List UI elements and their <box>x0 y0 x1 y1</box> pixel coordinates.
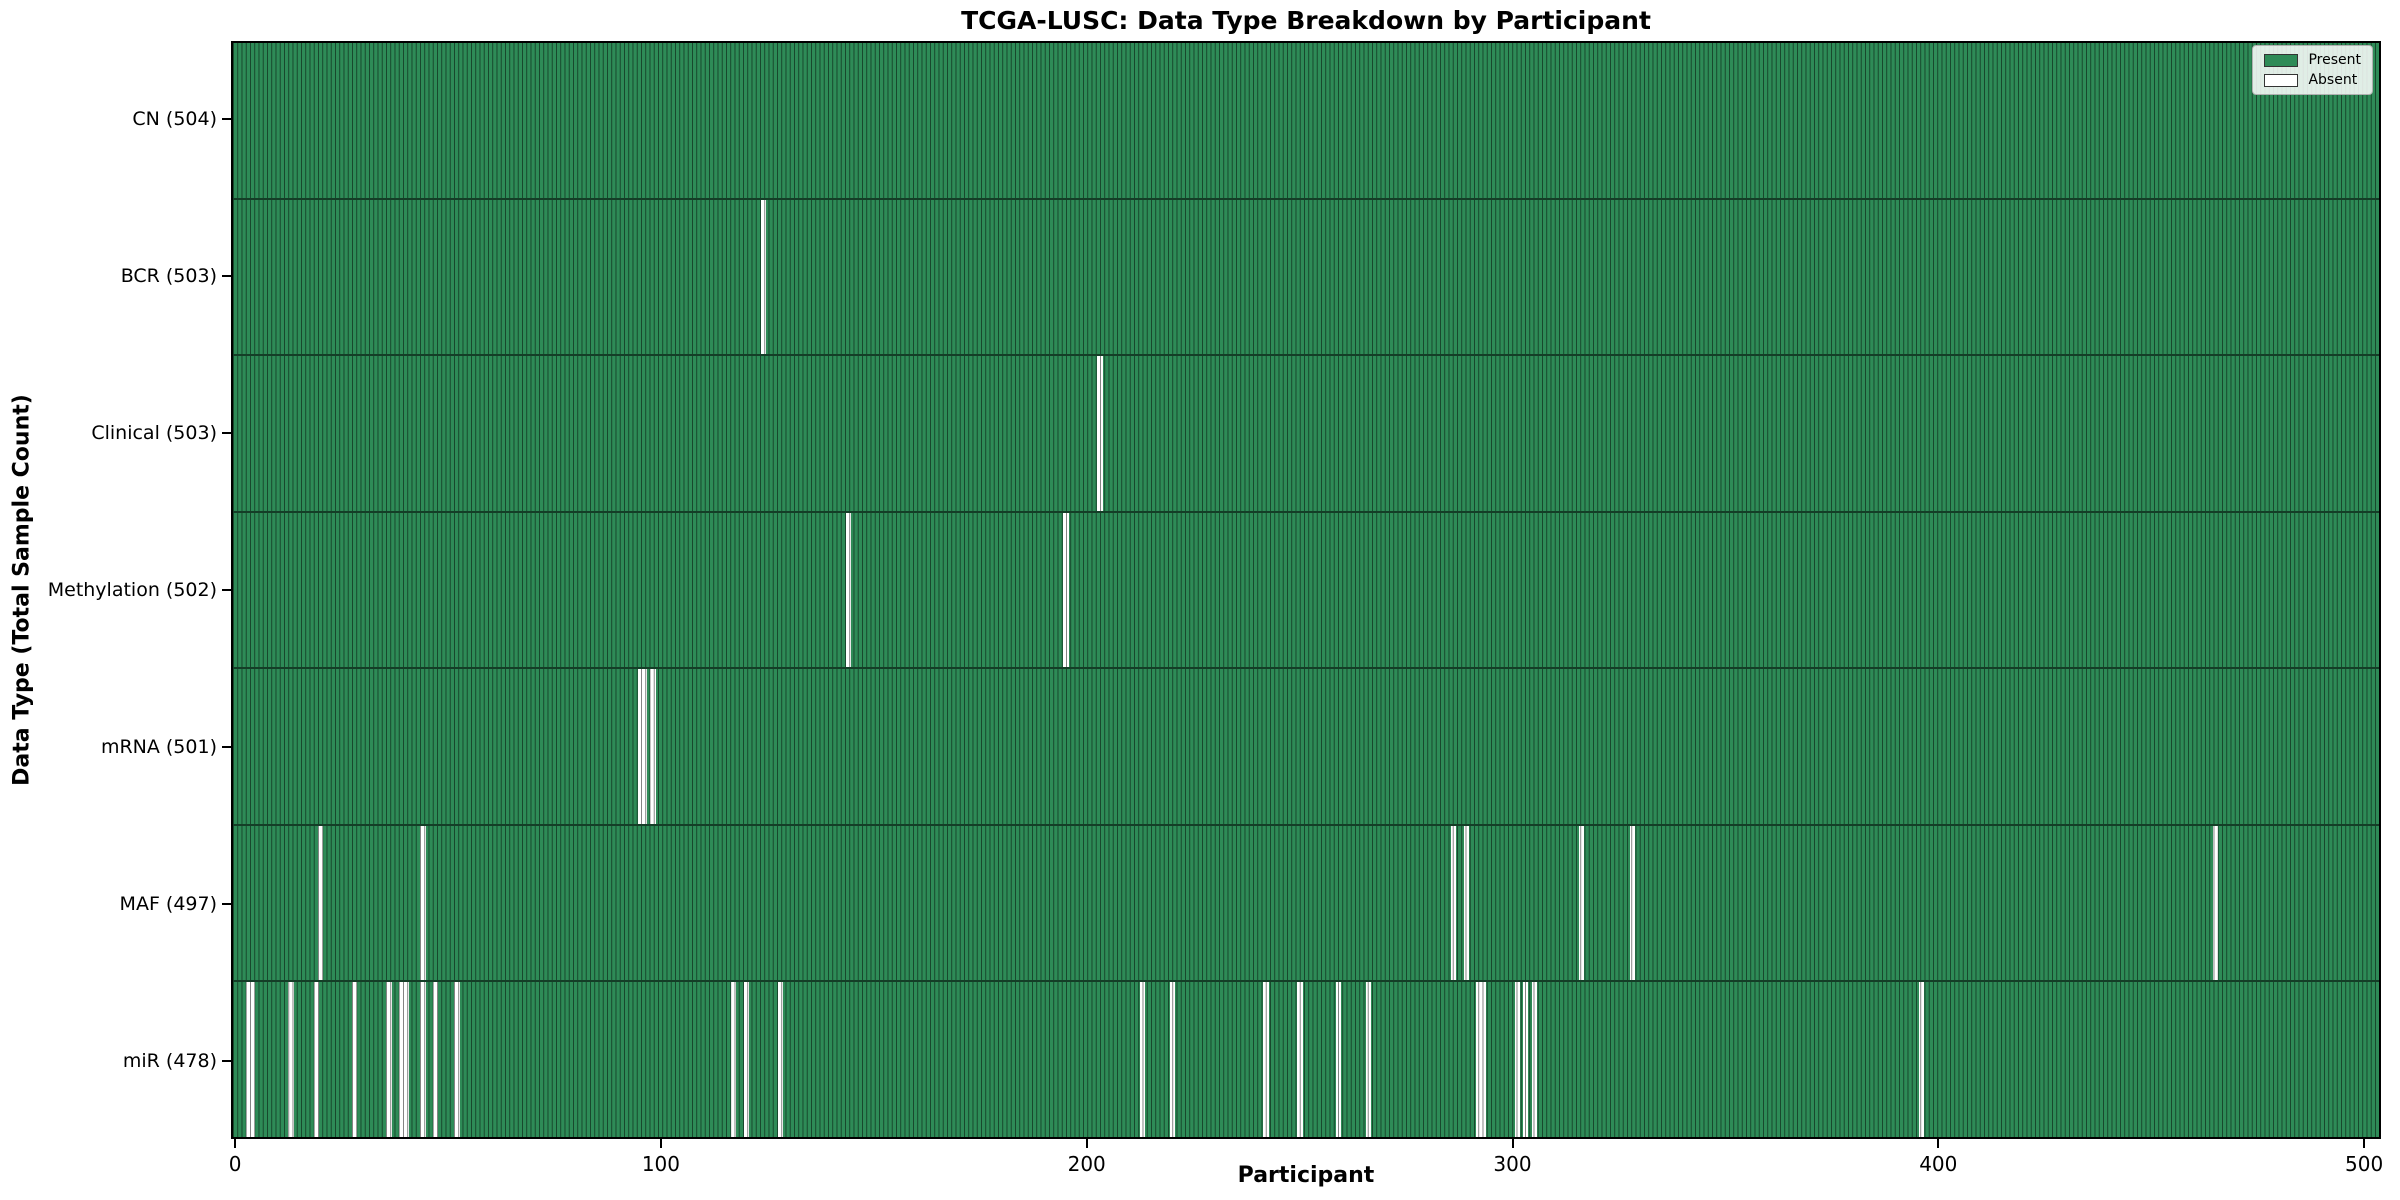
y-tick-mark <box>222 118 231 121</box>
absent-stripe <box>1531 982 1537 1138</box>
row-mRNA <box>233 667 2379 824</box>
y-tick-mark <box>222 432 231 435</box>
x-tick-mark <box>1937 1139 1940 1148</box>
xtick-label-100: 100 <box>641 1152 681 1176</box>
ytick-label-CN: CN (504) <box>132 108 217 131</box>
bar-edges <box>233 43 2379 198</box>
y-tick-mark <box>222 902 231 905</box>
absent-stripe <box>778 982 784 1138</box>
xtick-label-500: 500 <box>2345 1152 2384 1176</box>
y-tick-mark <box>222 275 231 278</box>
row-Methylation <box>233 510 2379 668</box>
absent-stripe <box>1169 982 1175 1138</box>
bar-edges <box>233 982 2379 1138</box>
absent-stripe <box>1335 982 1342 1138</box>
absent-stripe <box>1480 982 1486 1138</box>
absent-stripe <box>386 982 392 1138</box>
bar-edges <box>233 669 2379 824</box>
ytick-label-MAF: MAF (497) <box>119 892 217 915</box>
absent-stripe <box>2212 825 2219 981</box>
absent-stripe <box>731 982 737 1138</box>
absent-stripe <box>760 199 767 355</box>
y-tick-mark <box>222 1059 231 1062</box>
ytick-label-Clinical: Clinical (503) <box>91 422 217 445</box>
row-MAF <box>233 823 2379 981</box>
ytick-label-mRNA: mRNA (501) <box>100 735 217 758</box>
x-tick-mark <box>2363 1139 2366 1148</box>
xtick-label-200: 200 <box>1067 1152 1106 1176</box>
absent-stripe <box>420 982 426 1138</box>
absent-stripe <box>1139 982 1146 1138</box>
y-tick-mark <box>222 745 231 748</box>
absent-stripe <box>313 982 320 1138</box>
absent-stripe <box>650 669 656 824</box>
absent-stripe <box>1523 982 1529 1138</box>
ytick-label-BCR: BCR (503) <box>120 265 217 288</box>
x-axis-label: Participant <box>1237 1163 1375 1188</box>
legend-item-present: Present <box>2264 53 2361 67</box>
row-CN <box>233 43 2379 198</box>
legend-item-absent: Absent <box>2264 73 2361 87</box>
ytick-label-Methylation: Methylation (502) <box>47 579 217 601</box>
xtick-label-400: 400 <box>1919 1152 1958 1176</box>
absent-stripe <box>352 982 358 1138</box>
y-tick-mark <box>222 589 231 591</box>
absent-stripe <box>1578 825 1584 981</box>
x-tick-mark <box>659 1139 662 1148</box>
absent-stripe <box>1463 825 1469 981</box>
row-Clinical <box>233 354 2379 511</box>
legend: Present Absent <box>2252 45 2373 95</box>
row-miR <box>233 980 2379 1138</box>
bar-edges <box>233 825 2379 981</box>
plot-area <box>231 41 2381 1139</box>
chart-title: TCGA-LUSC: Data Type Breakdown by Partic… <box>961 6 1651 35</box>
absent-stripe <box>743 982 750 1138</box>
x-tick-mark <box>1085 1139 1088 1148</box>
absent-stripe <box>1919 982 1925 1138</box>
absent-stripe <box>846 512 852 668</box>
xtick-label-0: 0 <box>228 1152 242 1176</box>
absent-stripe <box>403 982 409 1138</box>
absent-stripe <box>454 982 460 1138</box>
row-BCR <box>233 197 2379 355</box>
absent-stripe <box>1063 512 1069 668</box>
absent-stripe <box>288 982 294 1138</box>
legend-label-absent: Absent <box>2308 72 2358 88</box>
present-swatch <box>2264 53 2299 67</box>
ytick-label-miR: miR (478) <box>122 1049 217 1072</box>
xtick-label-300: 300 <box>1493 1152 1532 1176</box>
absent-stripe <box>1365 982 1371 1138</box>
bar-edges <box>233 199 2379 355</box>
absent-stripe <box>1263 982 1269 1138</box>
absent-stripe <box>1629 825 1635 981</box>
absent-stripe <box>250 982 256 1138</box>
absent-stripe <box>433 982 439 1138</box>
absent-stripe <box>420 825 426 981</box>
x-tick-mark <box>234 1139 237 1148</box>
absent-stripe <box>641 669 647 824</box>
legend-label-present: Present <box>2308 52 2361 68</box>
absent-stripe <box>1450 825 1457 981</box>
absent-stripe <box>318 825 324 981</box>
absent-stripe <box>1097 356 1103 511</box>
x-tick-mark <box>1511 1139 1514 1148</box>
absent-swatch <box>2264 73 2299 87</box>
absent-stripe <box>1514 982 1520 1138</box>
absent-stripe <box>1297 982 1303 1138</box>
bar-edges <box>233 512 2379 668</box>
bar-edges <box>233 356 2379 511</box>
